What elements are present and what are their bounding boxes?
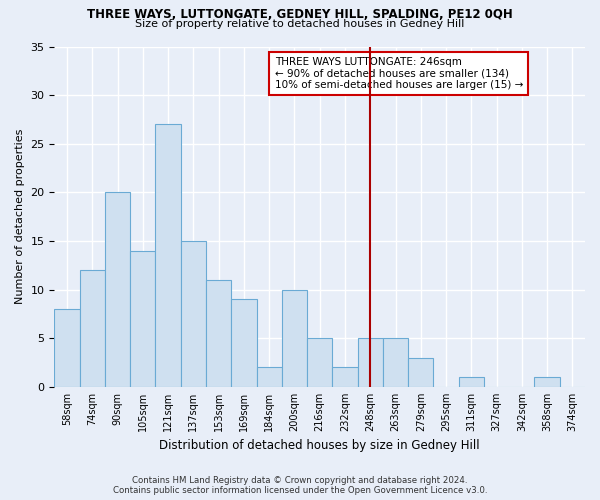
- Bar: [257, 368, 282, 387]
- Bar: [282, 290, 307, 387]
- Bar: [383, 338, 408, 387]
- Y-axis label: Number of detached properties: Number of detached properties: [15, 129, 25, 304]
- X-axis label: Distribution of detached houses by size in Gedney Hill: Distribution of detached houses by size …: [160, 440, 480, 452]
- Bar: [155, 124, 181, 387]
- Bar: [231, 300, 257, 387]
- Bar: [332, 368, 358, 387]
- Text: THREE WAYS, LUTTONGATE, GEDNEY HILL, SPALDING, PE12 0QH: THREE WAYS, LUTTONGATE, GEDNEY HILL, SPA…: [87, 8, 513, 20]
- Bar: [307, 338, 332, 387]
- Bar: [105, 192, 130, 387]
- Bar: [206, 280, 231, 387]
- Bar: [55, 309, 80, 387]
- Bar: [358, 338, 383, 387]
- Text: THREE WAYS LUTTONGATE: 246sqm
← 90% of detached houses are smaller (134)
10% of : THREE WAYS LUTTONGATE: 246sqm ← 90% of d…: [275, 56, 523, 90]
- Bar: [130, 251, 155, 387]
- Text: Size of property relative to detached houses in Gedney Hill: Size of property relative to detached ho…: [136, 19, 464, 29]
- Bar: [181, 241, 206, 387]
- Text: Contains HM Land Registry data © Crown copyright and database right 2024.
Contai: Contains HM Land Registry data © Crown c…: [113, 476, 487, 495]
- Bar: [80, 270, 105, 387]
- Bar: [458, 377, 484, 387]
- Bar: [408, 358, 433, 387]
- Bar: [535, 377, 560, 387]
